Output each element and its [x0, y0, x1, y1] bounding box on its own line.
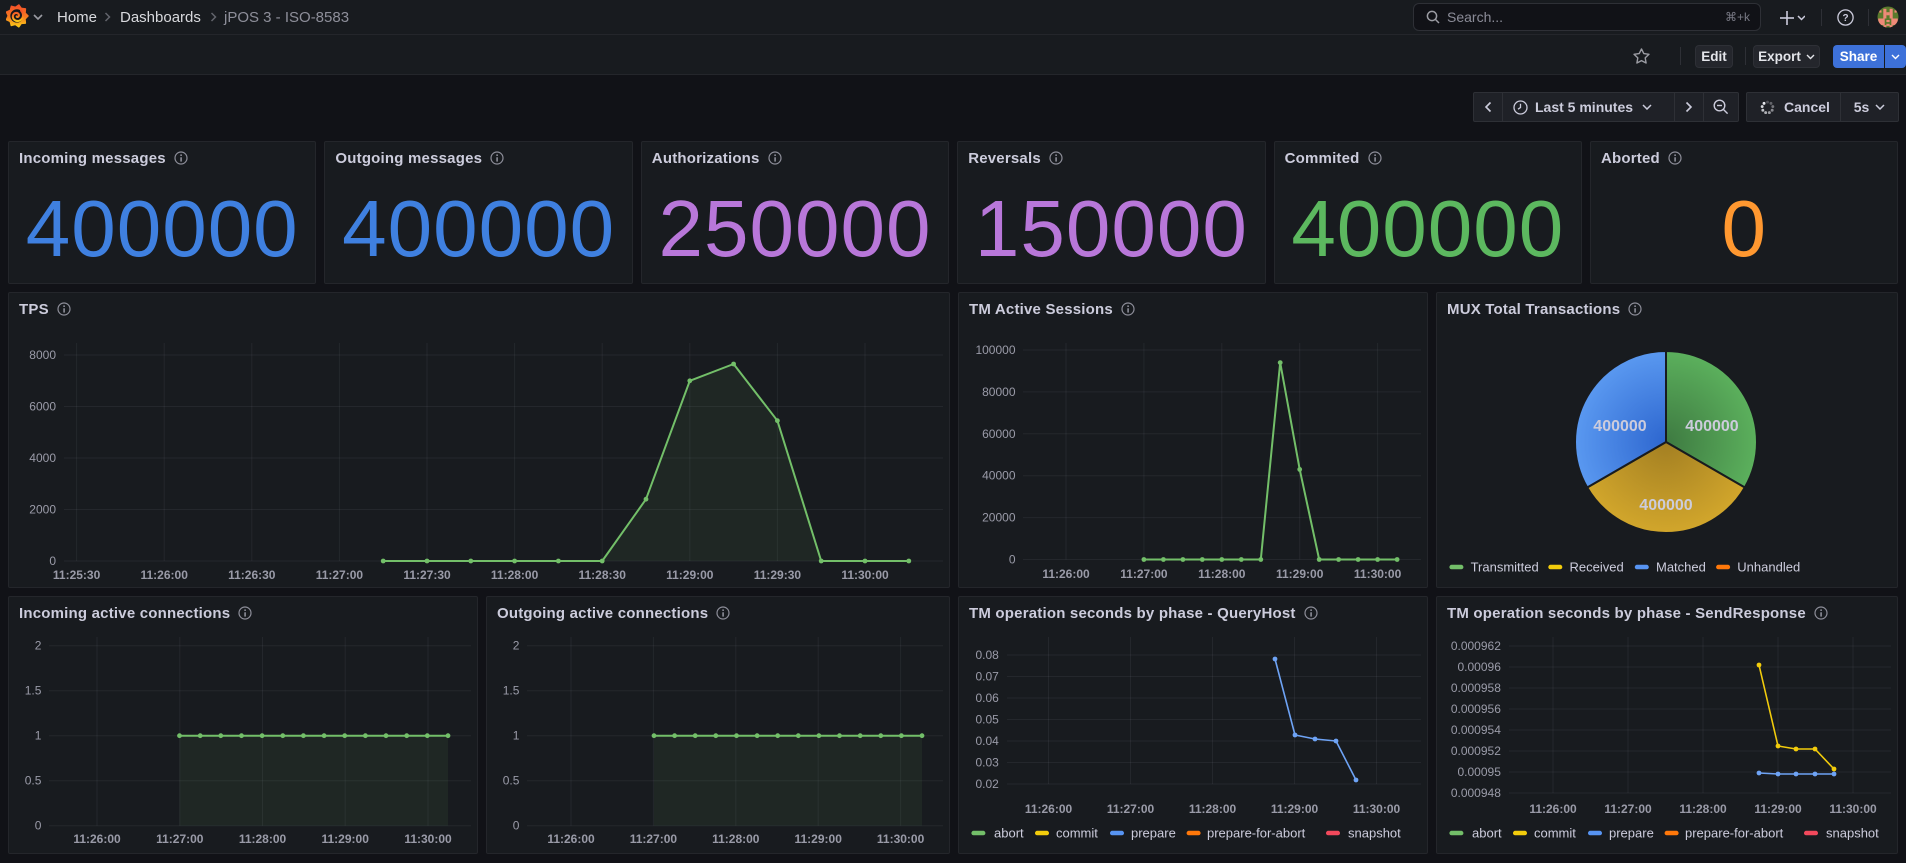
- svg-text:11:27:00: 11:27:00: [1604, 802, 1652, 816]
- svg-text:6000: 6000: [29, 400, 56, 414]
- svg-text:0.03: 0.03: [975, 756, 999, 770]
- svg-text:11:28:00: 11:28:00: [712, 832, 760, 846]
- svg-text:11:28:00: 11:28:00: [239, 832, 287, 846]
- svg-text:Matched: Matched: [1656, 560, 1706, 575]
- svg-text:abort: abort: [994, 826, 1024, 841]
- svg-text:11:26:00: 11:26:00: [1025, 802, 1073, 816]
- svg-text:400000: 400000: [1685, 418, 1738, 435]
- svg-text:abort: abort: [1472, 826, 1502, 841]
- svg-text:4000: 4000: [29, 451, 56, 465]
- svg-text:11:29:00: 11:29:00: [1271, 802, 1319, 816]
- svg-text:11:30:00: 11:30:00: [1353, 802, 1401, 816]
- svg-text:0.04: 0.04: [975, 734, 999, 748]
- svg-text:11:29:00: 11:29:00: [1276, 567, 1324, 581]
- svg-text:11:28:00: 11:28:00: [1189, 802, 1237, 816]
- svg-text:100000: 100000: [975, 343, 1015, 357]
- svg-text:11:30:00: 11:30:00: [1829, 802, 1877, 816]
- svg-text:snapshot: snapshot: [1826, 826, 1879, 841]
- svg-text:60000: 60000: [982, 427, 1016, 441]
- svg-text:prepare: prepare: [1609, 826, 1654, 841]
- svg-text:2: 2: [513, 639, 520, 653]
- svg-text:0.000962: 0.000962: [1451, 639, 1501, 653]
- svg-text:11:27:00: 11:27:00: [630, 832, 678, 846]
- svg-text:prepare: prepare: [1131, 826, 1176, 841]
- svg-text:Unhandled: Unhandled: [1737, 560, 1800, 575]
- svg-text:2: 2: [35, 639, 42, 653]
- svg-text:11:28:00: 11:28:00: [1679, 802, 1727, 816]
- svg-text:snapshot: snapshot: [1348, 826, 1401, 841]
- svg-text:Received: Received: [1570, 560, 1624, 575]
- svg-text:11:28:00: 11:28:00: [491, 568, 539, 582]
- svg-text:11:26:00: 11:26:00: [1529, 802, 1577, 816]
- svg-text:commit: commit: [1534, 826, 1576, 841]
- svg-text:0.00095: 0.00095: [1458, 765, 1502, 779]
- svg-text:400000: 400000: [1593, 418, 1646, 435]
- svg-text:11:26:00: 11:26:00: [141, 568, 189, 582]
- svg-text:prepare-for-abort: prepare-for-abort: [1685, 826, 1784, 841]
- svg-text:11:29:00: 11:29:00: [322, 832, 370, 846]
- svg-text:11:26:00: 11:26:00: [73, 832, 121, 846]
- svg-text:11:29:00: 11:29:00: [666, 568, 714, 582]
- svg-text:11:25:30: 11:25:30: [53, 568, 101, 582]
- svg-text:0: 0: [1009, 553, 1016, 567]
- svg-text:0.5: 0.5: [25, 774, 42, 788]
- svg-text:11:27:30: 11:27:30: [403, 568, 451, 582]
- svg-text:11:30:00: 11:30:00: [877, 832, 925, 846]
- svg-text:11:26:30: 11:26:30: [228, 568, 276, 582]
- svg-text:11:29:30: 11:29:30: [754, 568, 802, 582]
- svg-text:11:30:00: 11:30:00: [841, 568, 889, 582]
- svg-text:11:28:30: 11:28:30: [579, 568, 627, 582]
- svg-text:400000: 400000: [1639, 497, 1692, 514]
- svg-text:0.07: 0.07: [975, 670, 999, 684]
- svg-text:1: 1: [513, 729, 520, 743]
- svg-text:1: 1: [35, 729, 42, 743]
- svg-text:11:27:00: 11:27:00: [156, 832, 204, 846]
- svg-text:11:26:00: 11:26:00: [1042, 567, 1090, 581]
- svg-text:11:29:00: 11:29:00: [1754, 802, 1802, 816]
- svg-text:0.000948: 0.000948: [1451, 786, 1501, 800]
- svg-text:commit: commit: [1056, 826, 1098, 841]
- svg-text:0.000958: 0.000958: [1451, 681, 1501, 695]
- svg-text:11:27:00: 11:27:00: [316, 568, 364, 582]
- svg-text:Transmitted: Transmitted: [1471, 560, 1539, 575]
- svg-text:11:26:00: 11:26:00: [547, 832, 595, 846]
- svg-text:1.5: 1.5: [503, 684, 520, 698]
- svg-text:0.5: 0.5: [503, 774, 520, 788]
- svg-text:11:27:00: 11:27:00: [1107, 802, 1155, 816]
- svg-text:20000: 20000: [982, 511, 1016, 525]
- svg-text:0.000954: 0.000954: [1451, 723, 1501, 737]
- svg-text:8000: 8000: [29, 348, 56, 362]
- svg-text:0: 0: [49, 554, 56, 568]
- svg-text:0.05: 0.05: [975, 713, 999, 727]
- svg-text:0: 0: [35, 819, 42, 833]
- svg-text:0.000952: 0.000952: [1451, 744, 1501, 758]
- svg-text:11:29:00: 11:29:00: [795, 832, 843, 846]
- svg-text:2000: 2000: [29, 503, 56, 517]
- svg-text:0.08: 0.08: [975, 648, 999, 662]
- svg-text:11:30:00: 11:30:00: [404, 832, 452, 846]
- svg-text:11:28:00: 11:28:00: [1198, 567, 1246, 581]
- svg-text:0.00096: 0.00096: [1458, 660, 1502, 674]
- svg-text:prepare-for-abort: prepare-for-abort: [1207, 826, 1306, 841]
- svg-text:0: 0: [513, 819, 520, 833]
- svg-text:0.000956: 0.000956: [1451, 702, 1501, 716]
- svg-text:80000: 80000: [982, 385, 1016, 399]
- svg-text:0.02: 0.02: [975, 777, 999, 791]
- svg-text:1.5: 1.5: [25, 684, 42, 698]
- svg-text:0.06: 0.06: [975, 691, 999, 705]
- svg-text:11:30:00: 11:30:00: [1354, 567, 1402, 581]
- svg-text:?: ?: [1842, 13, 1848, 24]
- svg-text:40000: 40000: [982, 469, 1016, 483]
- svg-text:11:27:00: 11:27:00: [1120, 567, 1168, 581]
